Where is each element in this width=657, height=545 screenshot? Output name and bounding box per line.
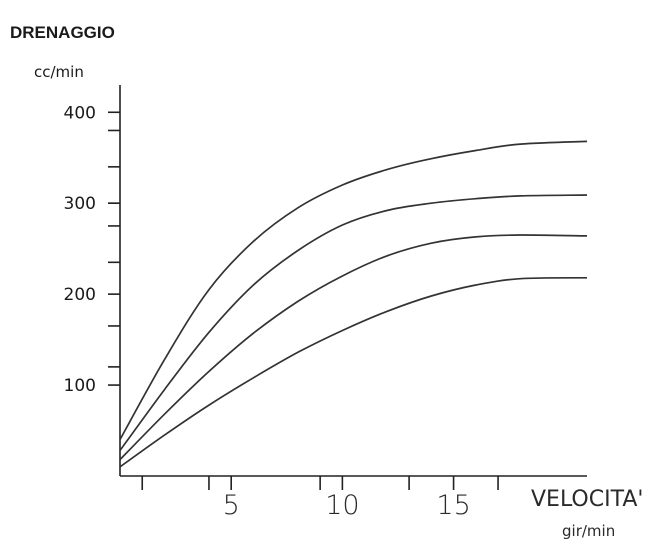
series-line-3 [119, 234, 588, 461]
ticks: 100 200 300 400 5 10 15 [64, 103, 499, 521]
x-tick-label: 10 [325, 490, 359, 521]
axes [119, 85, 587, 477]
y-tick-label: 100 [64, 376, 96, 396]
y-axis-unit-label: cc/min [34, 63, 84, 81]
x-tick-label: 15 [436, 490, 470, 521]
series-line-2 [119, 194, 588, 452]
y-tick-label: 200 [64, 285, 96, 305]
y-tick-label: 300 [64, 194, 96, 214]
x-axis-unit-label: gir/min [562, 522, 615, 540]
x-axis-label: VELOCITA' [531, 487, 643, 512]
y-tick-label: 400 [64, 103, 96, 123]
chart-title: DRENAGGIO [10, 23, 115, 42]
series-lines [119, 140, 588, 468]
series-line-1 [119, 140, 588, 441]
x-tick-label: 5 [223, 490, 240, 521]
series-line-4 [119, 276, 588, 468]
